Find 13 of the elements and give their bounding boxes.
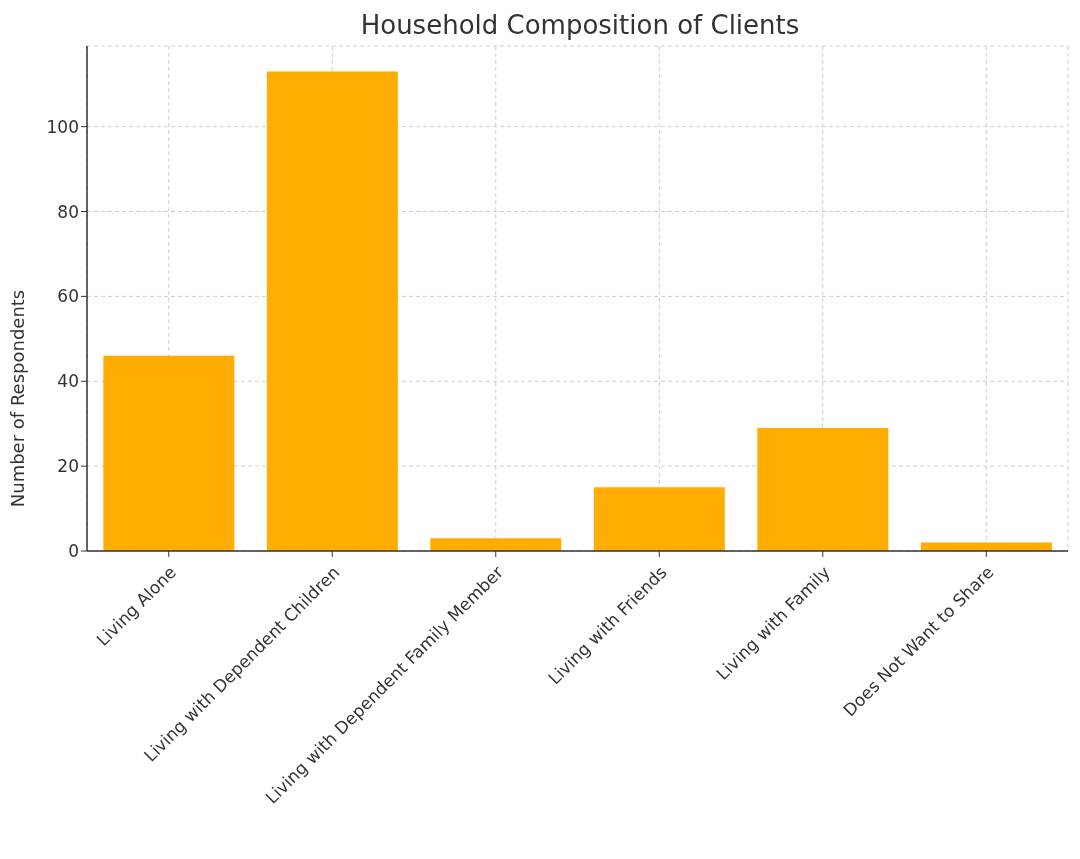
bar (103, 355, 235, 551)
y-tick-label: 100 (46, 116, 79, 137)
bar (593, 487, 725, 551)
bar (266, 71, 398, 551)
y-tick-label: 80 (57, 201, 79, 222)
chart-title: Household Composition of Clients (359, 9, 801, 42)
bar (430, 538, 562, 551)
bar (757, 427, 889, 551)
y-tick-label: 0 (68, 541, 79, 562)
y-tick-label: 40 (57, 371, 79, 392)
y-tick-label: 60 (57, 286, 79, 307)
y-tick-label: 20 (57, 456, 79, 477)
y-axis-title: Number of Respondents (7, 289, 29, 508)
